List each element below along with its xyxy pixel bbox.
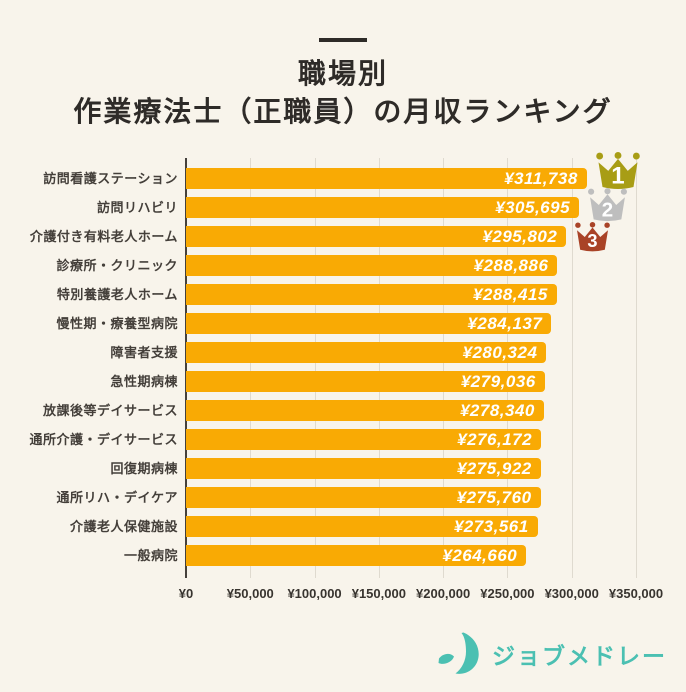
bar: ¥288,886 (186, 255, 558, 276)
value-label: ¥275,922 (456, 459, 532, 478)
title-line-1: 職場別 (297, 58, 388, 89)
category-label: 通所リハ・デイケア (56, 490, 178, 505)
bar: ¥276,172 (186, 429, 542, 450)
value-label: ¥305,695 (495, 198, 571, 217)
category-label: 通所介護・デイサービス (29, 432, 178, 447)
category-label: 介護付き有料老人ホーム (29, 229, 178, 244)
brand-name: ジョブメドレー (492, 643, 667, 669)
x-tick-label: ¥250,000 (480, 586, 535, 601)
category-label: 放課後等デイサービス (42, 403, 178, 418)
value-label: ¥288,886 (473, 256, 549, 275)
value-label: ¥280,324 (462, 343, 538, 362)
category-label: 慢性期・療養型病院 (56, 316, 178, 331)
bar-row: 訪問リハビリ ¥305,695 2 (0, 188, 686, 221)
x-tick-label: ¥50,000 (226, 586, 274, 601)
bar: ¥305,695 (186, 197, 580, 218)
y-axis-line (185, 158, 187, 578)
category-label: 特別養護老人ホーム (56, 287, 178, 302)
value-label: ¥295,802 (482, 227, 558, 246)
category-label: 一般病院 (123, 548, 178, 563)
bar-row: 訪問看護ステーション ¥311,738 1 (0, 152, 686, 190)
header: 職場別 作業療法士（正職員）の月収ランキング (0, 38, 686, 131)
jobmedley-logo-icon (438, 632, 479, 674)
x-tick-label: ¥300,000 (544, 586, 599, 601)
x-tick-label: ¥150,000 (351, 586, 406, 601)
bar-row: 特別養護老人ホーム ¥288,415 (0, 284, 686, 305)
bar-row: 急性期病棟 ¥279,036 (0, 371, 686, 392)
gridline (571, 158, 573, 578)
bar-chart: 訪問看護ステーション ¥311,738 1 訪問リハビリ ¥305,695 2 介護付き有料… (0, 152, 686, 618)
value-label: ¥278,340 (459, 401, 535, 420)
title-line-2: 作業療法士（正職員）の月収ランキング (73, 96, 613, 127)
rank-3-crown-icon: 3 (575, 222, 611, 252)
bar-row: 介護老人保健施設 ¥273,561 (0, 516, 686, 537)
value-label: ¥276,172 (457, 430, 533, 449)
bar: ¥295,802 (186, 226, 567, 247)
svg-text:1: 1 (611, 163, 624, 190)
svg-text:3: 3 (588, 230, 598, 251)
svg-text:2: 2 (602, 198, 613, 221)
bar-row: 通所リハ・デイケア ¥275,760 (0, 487, 686, 508)
gridline (636, 158, 637, 578)
value-label: ¥288,415 (472, 285, 548, 304)
title-dash (319, 38, 367, 42)
bar-row: 回復期病棟 ¥275,922 (0, 458, 686, 479)
bar: ¥273,561 (186, 516, 538, 537)
x-tick-label: ¥350,000 (608, 586, 664, 601)
category-label: 回復期病棟 (110, 461, 178, 476)
bar-row: 診療所・クリニック ¥288,886 (0, 255, 686, 276)
bar: ¥279,036 (186, 371, 545, 392)
rank-1-crown-icon: 1 (596, 152, 640, 190)
footer-logo: ジョブメドレー (437, 632, 667, 676)
category-label: 障害者支援 (110, 345, 178, 360)
category-label: 介護老人保健施設 (69, 519, 178, 534)
value-label: ¥273,561 (453, 517, 529, 536)
gridline (378, 158, 380, 578)
bar-row: 通所介護・デイサービス ¥276,172 (0, 429, 686, 450)
category-label: 訪問看護ステーション (43, 171, 178, 186)
gridline (507, 158, 509, 578)
gridline (250, 158, 252, 578)
bar: ¥278,340 (186, 400, 544, 421)
value-label: ¥279,036 (460, 372, 536, 391)
category-label: 訪問リハビリ (96, 200, 178, 215)
value-label: ¥275,760 (456, 488, 532, 507)
bar-row: 放課後等デイサービス ¥278,340 (0, 400, 686, 421)
bar-row: 慢性期・療養型病院 ¥284,137 (0, 313, 686, 334)
gridline (443, 158, 445, 578)
value-label: ¥284,137 (467, 314, 543, 333)
bar: ¥264,660 (186, 545, 527, 566)
bar: ¥284,137 (186, 313, 552, 334)
rank-2-crown-icon: 2 (588, 188, 628, 221)
bar: ¥288,415 (186, 284, 557, 305)
bar-row: 障害者支援 ¥280,324 (0, 342, 686, 363)
x-tick-label: ¥200,000 (416, 586, 471, 601)
value-label: ¥264,660 (442, 546, 518, 565)
gridline (314, 158, 316, 578)
category-label: 診療所・クリニック (56, 258, 178, 273)
bar: ¥280,324 (186, 342, 547, 363)
bar: ¥275,760 (186, 487, 541, 508)
bar-row: 介護付き有料老人ホーム ¥295,802 3 (0, 222, 686, 252)
bar: ¥275,922 (186, 458, 541, 479)
value-label: ¥311,738 (504, 169, 578, 188)
bar-row: 一般病院 ¥264,660 (0, 545, 686, 566)
x-tick-label: ¥100,000 (287, 586, 342, 601)
category-label: 急性期病棟 (110, 374, 178, 389)
bar: ¥311,738 (186, 168, 587, 189)
page-title: 職場別 作業療法士（正職員）の月収ランキング (0, 55, 686, 131)
x-tick-label: ¥0 (178, 586, 194, 601)
